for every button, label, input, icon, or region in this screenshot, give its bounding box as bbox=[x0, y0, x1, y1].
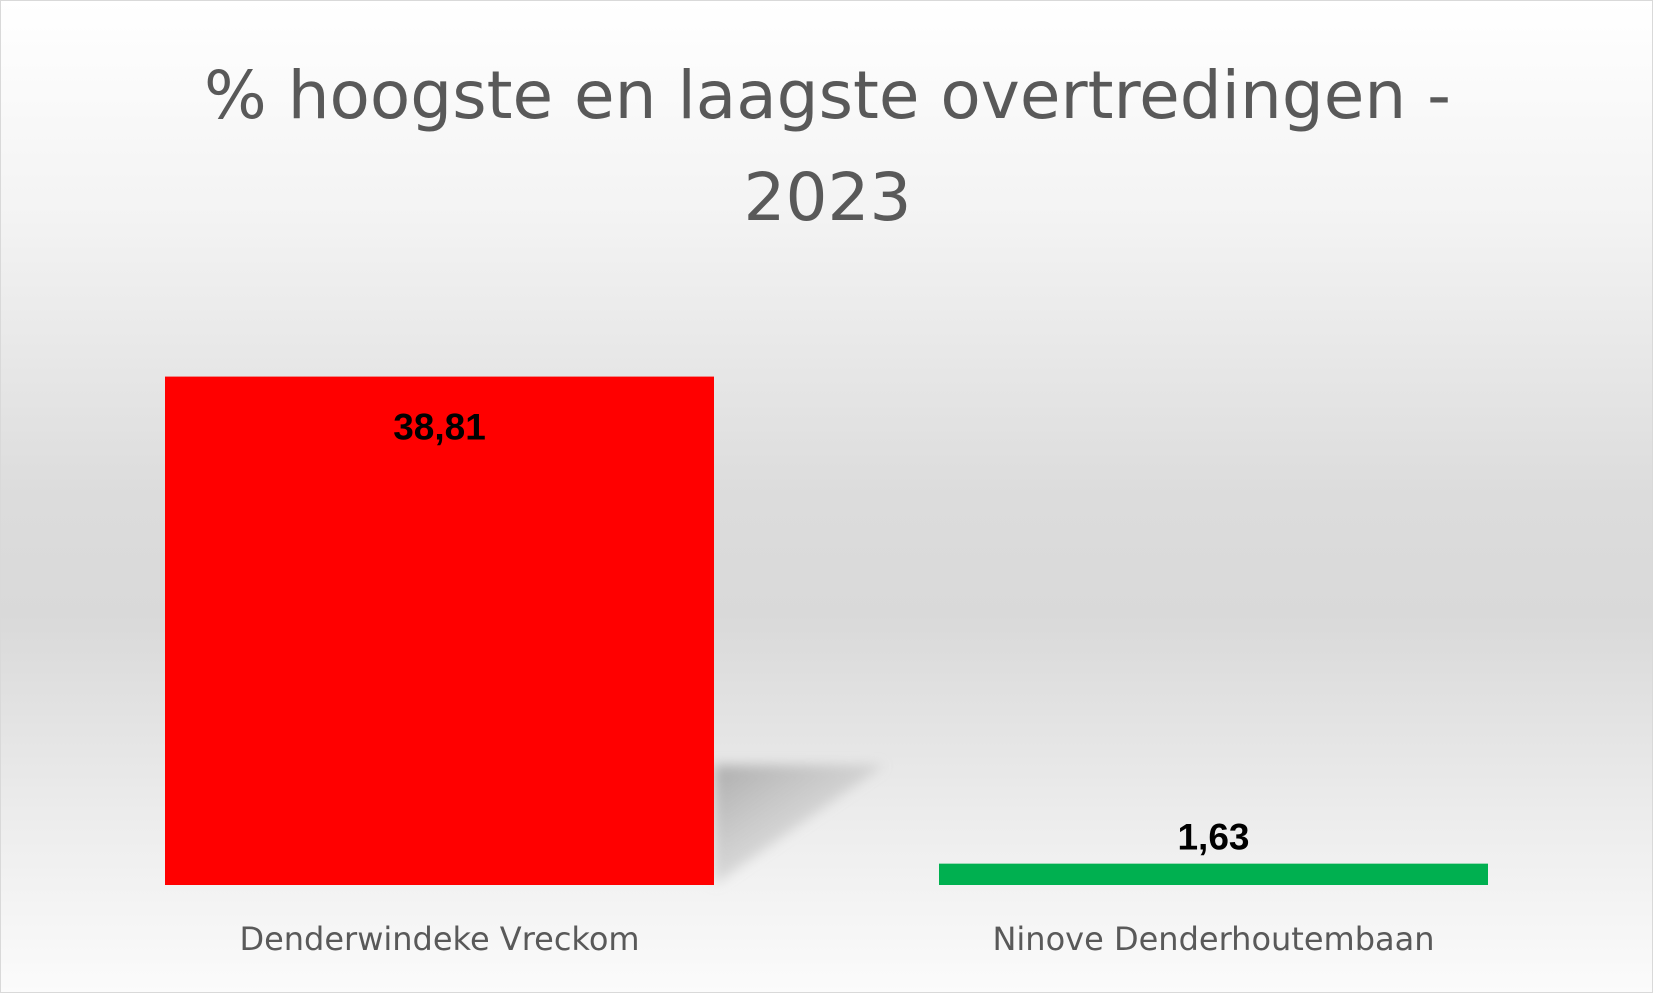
bar-shadow bbox=[714, 765, 884, 885]
x-tick-label: Denderwindeke Vreckom bbox=[239, 920, 639, 958]
category-labels-group: Denderwindeke Vreckom Ninove Denderhoutem… bbox=[239, 920, 1434, 958]
data-label: 38,81 bbox=[393, 407, 486, 448]
bar bbox=[939, 863, 1488, 885]
bar-shadows bbox=[714, 765, 884, 885]
chart-title: % hoogste en laagste overtredingen - 202… bbox=[1, 45, 1652, 249]
chart-title-line-2: 2023 bbox=[743, 159, 912, 236]
bars-group bbox=[165, 376, 1488, 885]
x-tick-label: Ninove Denderhoutembaan bbox=[992, 920, 1434, 958]
bar bbox=[165, 376, 714, 885]
data-label: 1,63 bbox=[1177, 817, 1249, 858]
value-labels-group: 38,81 1,63 bbox=[393, 407, 1249, 858]
chart-title-line-1: % hoogste en laagste overtredingen - bbox=[204, 57, 1451, 134]
